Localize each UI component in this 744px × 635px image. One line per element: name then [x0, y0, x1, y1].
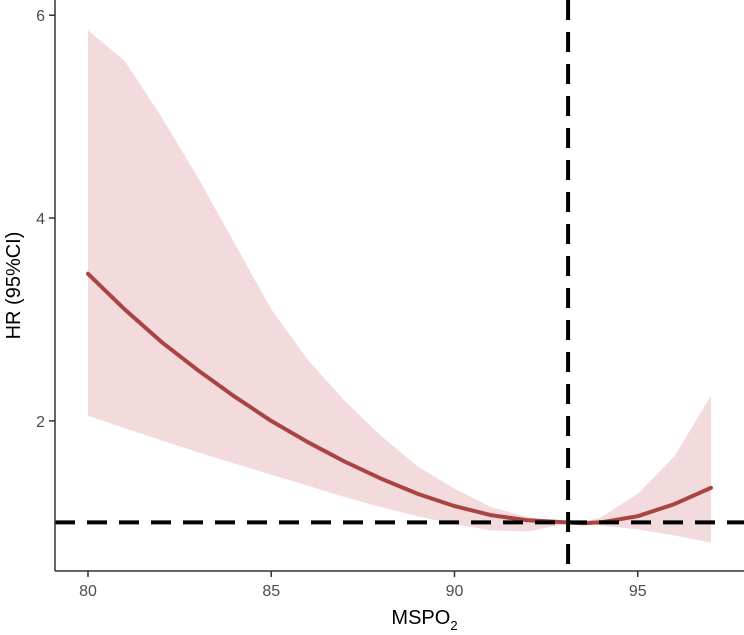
x-axis-title-subscript: 2 [450, 618, 457, 633]
y-tick-label: 4 [36, 211, 45, 228]
y-axis-title: HR (95%CI) [3, 232, 25, 340]
y-tick-label: 6 [36, 8, 45, 25]
confidence-band [88, 30, 711, 543]
x-tick-label: 95 [629, 583, 647, 600]
y-tick-label: 2 [36, 414, 45, 431]
x-axis-title-main: MSPO [391, 607, 450, 629]
x-tick-label: 90 [446, 583, 464, 600]
x-axis-title: MSPO2 [391, 607, 457, 633]
x-tick-label: 80 [79, 583, 97, 600]
x-axis-ticks: 80 85 90 95 [79, 571, 647, 600]
x-tick-label: 85 [262, 583, 280, 600]
y-axis-ticks: 2 4 6 [36, 8, 55, 431]
